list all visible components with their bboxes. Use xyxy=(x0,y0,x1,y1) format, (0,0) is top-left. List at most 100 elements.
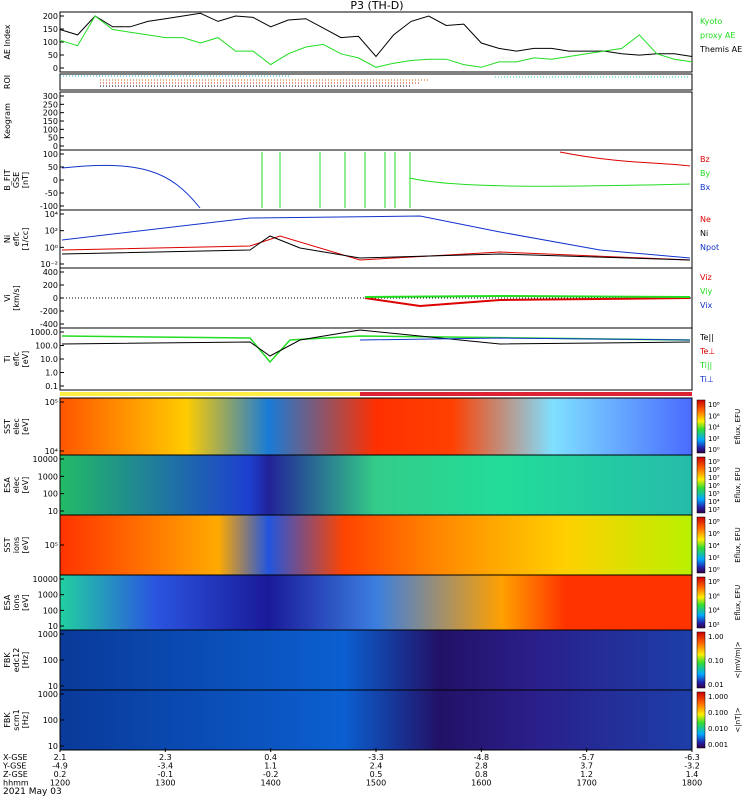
y-tick-label: 200 xyxy=(43,109,58,118)
y-tick-label: 10⁴ xyxy=(45,447,58,456)
legend-entry: Vix xyxy=(700,301,713,310)
colorbar-title: Eflux, EFU xyxy=(734,585,742,620)
y-axis-label: [eV] xyxy=(21,477,30,494)
y-tick-label: 50 xyxy=(48,51,58,60)
y-tick-label: 200 xyxy=(43,281,58,290)
colorbar xyxy=(696,576,706,629)
spectrogram-image xyxy=(60,690,692,750)
x-tick-label: -3.4 xyxy=(158,762,174,771)
x-tick-label: -0.1 xyxy=(158,770,174,779)
x-tick-label: 1600 xyxy=(471,779,491,788)
y-tick-label: 400 xyxy=(43,268,58,277)
y-axis-label: ions xyxy=(12,537,21,553)
x-axis-row-label: hhmm xyxy=(3,779,29,788)
series-line xyxy=(59,15,693,68)
y-tick-label: 100 xyxy=(43,656,58,665)
x-tick-label: -6.3 xyxy=(684,753,700,762)
panel-frame xyxy=(59,11,693,73)
colorbar-tick-label: 10⁶ xyxy=(708,592,720,600)
spectrogram-image xyxy=(60,515,692,575)
y-axis-label: [eV] xyxy=(21,594,30,611)
y-axis-label: Ni xyxy=(3,235,12,243)
legend-entry: proxy AE xyxy=(700,31,735,40)
legend-entry: By xyxy=(700,169,710,178)
x-tick-label: -3.3 xyxy=(368,753,384,762)
panel-fbk_e: FBK edc12 [Hz] 1000 100 10 1.00 0.10 0.01 <|mV/m|… xyxy=(3,629,742,691)
y-axis-label: ROI xyxy=(3,75,12,89)
y-tick-label: 1.0 xyxy=(45,369,58,378)
y-tick-label: -100 xyxy=(40,202,58,211)
x-tick-label: 1400 xyxy=(260,779,280,788)
x-tick-label: -4.8 xyxy=(474,753,490,762)
y-axis-label: ESA xyxy=(3,594,12,610)
panel-esa_e: ESA elec [eV] 10000 1000 100 10 10⁹10⁸10⁷10⁶10⁵… xyxy=(3,454,742,516)
panel-esa_i: ESA ions [eV] 10000 1000 100 10 10⁸ 10⁶ 10⁴ 10² Efl… xyxy=(3,574,742,631)
y-axis-label: [1/cc] xyxy=(21,228,30,251)
y-tick-label: 10 xyxy=(48,507,58,516)
legend-entry: Bz xyxy=(700,155,710,164)
y-tick-label: 200 xyxy=(43,12,58,21)
y-tick-label: 10 xyxy=(48,742,58,751)
y-axis-label: ions xyxy=(12,594,21,610)
panel-sst_e: SST elec [eV] 10⁵ 10⁴ 10⁸ 10⁶ 10⁴ 10² 10⁰ Eflux, E… xyxy=(3,397,742,456)
colorbar-tick-label: 10⁶ xyxy=(708,530,720,538)
y-axis-label: [eV] xyxy=(21,537,30,554)
colorbar-tick-label: 10⁸ xyxy=(708,518,720,526)
y-tick-label: 100 xyxy=(43,150,58,159)
y-tick-label: 10² xyxy=(45,227,58,236)
x-tick-label: 0.2 xyxy=(54,770,67,779)
y-tick-label: -50 xyxy=(45,189,58,198)
colorbar-tick-label: 0.10 xyxy=(708,657,724,665)
colorbar-tick-label: 10² xyxy=(708,621,720,629)
spectrogram-image xyxy=(60,630,692,690)
x-tick-label: 1300 xyxy=(155,779,175,788)
y-axis-label: [eV] xyxy=(21,418,30,435)
spectrogram-image xyxy=(60,398,692,455)
y-tick-label: 100 xyxy=(43,125,58,134)
y-tick-label: 1000 xyxy=(38,591,58,600)
x-tick-label: 1.2 xyxy=(580,770,593,779)
ne-trace xyxy=(61,235,691,261)
colorbar xyxy=(696,631,706,689)
colorbar-tick-label: 10² xyxy=(708,435,720,443)
y-tick-label: 10000 xyxy=(33,455,58,464)
spectrogram-image xyxy=(60,575,692,630)
y-tick-label: 10⁵ xyxy=(45,398,58,407)
colorbar-tick-label: 10⁸ xyxy=(708,401,720,409)
x-axis-labels: X-GSE 2.1 2.3 0.4 -3.3 -4.8 -5.7 -6.3 Y-GSE -4.9 -… xyxy=(2,748,702,788)
legend-entry: Viz xyxy=(700,273,712,282)
x-tick-label: 0.8 xyxy=(475,770,488,779)
y-axis-label: elec xyxy=(12,418,21,434)
colorbar-tick-label: 10⁷ xyxy=(708,474,720,482)
colorbar-tick-label: 10⁴ xyxy=(708,607,720,615)
colorbar-title: Eflux, EFU xyxy=(734,409,742,444)
viz-trace xyxy=(364,297,691,308)
y-axis-label: Keogram xyxy=(3,103,12,139)
y-tick-label: 10 xyxy=(48,622,58,631)
colorbar xyxy=(696,691,706,749)
panel-ti: Ti eflc [eV] 1000.0 100.0 10.0 1.0 0.1 Te|| Te⊥ Ti… xyxy=(3,327,715,391)
y-tick-label: 150 xyxy=(43,25,58,34)
legend-entry: Te⊥ xyxy=(699,347,715,356)
mode-bar-fast xyxy=(360,392,692,396)
date-label: 2021 May 03 xyxy=(3,787,62,797)
colorbar-tick-label: 10⁶ xyxy=(708,482,720,490)
y-tick-label: 0 xyxy=(53,64,58,73)
x-tick-label: 1500 xyxy=(366,779,386,788)
y-axis-label: FBK xyxy=(3,712,12,728)
colorbar-tick-label: 1.00 xyxy=(708,633,724,641)
legend-entry: Ti|| xyxy=(699,361,712,370)
colorbar-tick-label: 10⁸ xyxy=(708,578,720,586)
legend-entry: Kyoto xyxy=(700,17,722,26)
y-tick-label: 1000 xyxy=(38,472,58,481)
y-tick-label: 50 xyxy=(48,134,58,143)
bx-trace xyxy=(61,164,201,209)
x-tick-label: 2.1 xyxy=(54,753,67,762)
colorbar-title: Eflux, EFU xyxy=(734,467,742,502)
y-tick-label: 100 xyxy=(43,490,58,499)
y-tick-label: 100.0 xyxy=(35,342,58,351)
panel-frame xyxy=(59,91,693,151)
